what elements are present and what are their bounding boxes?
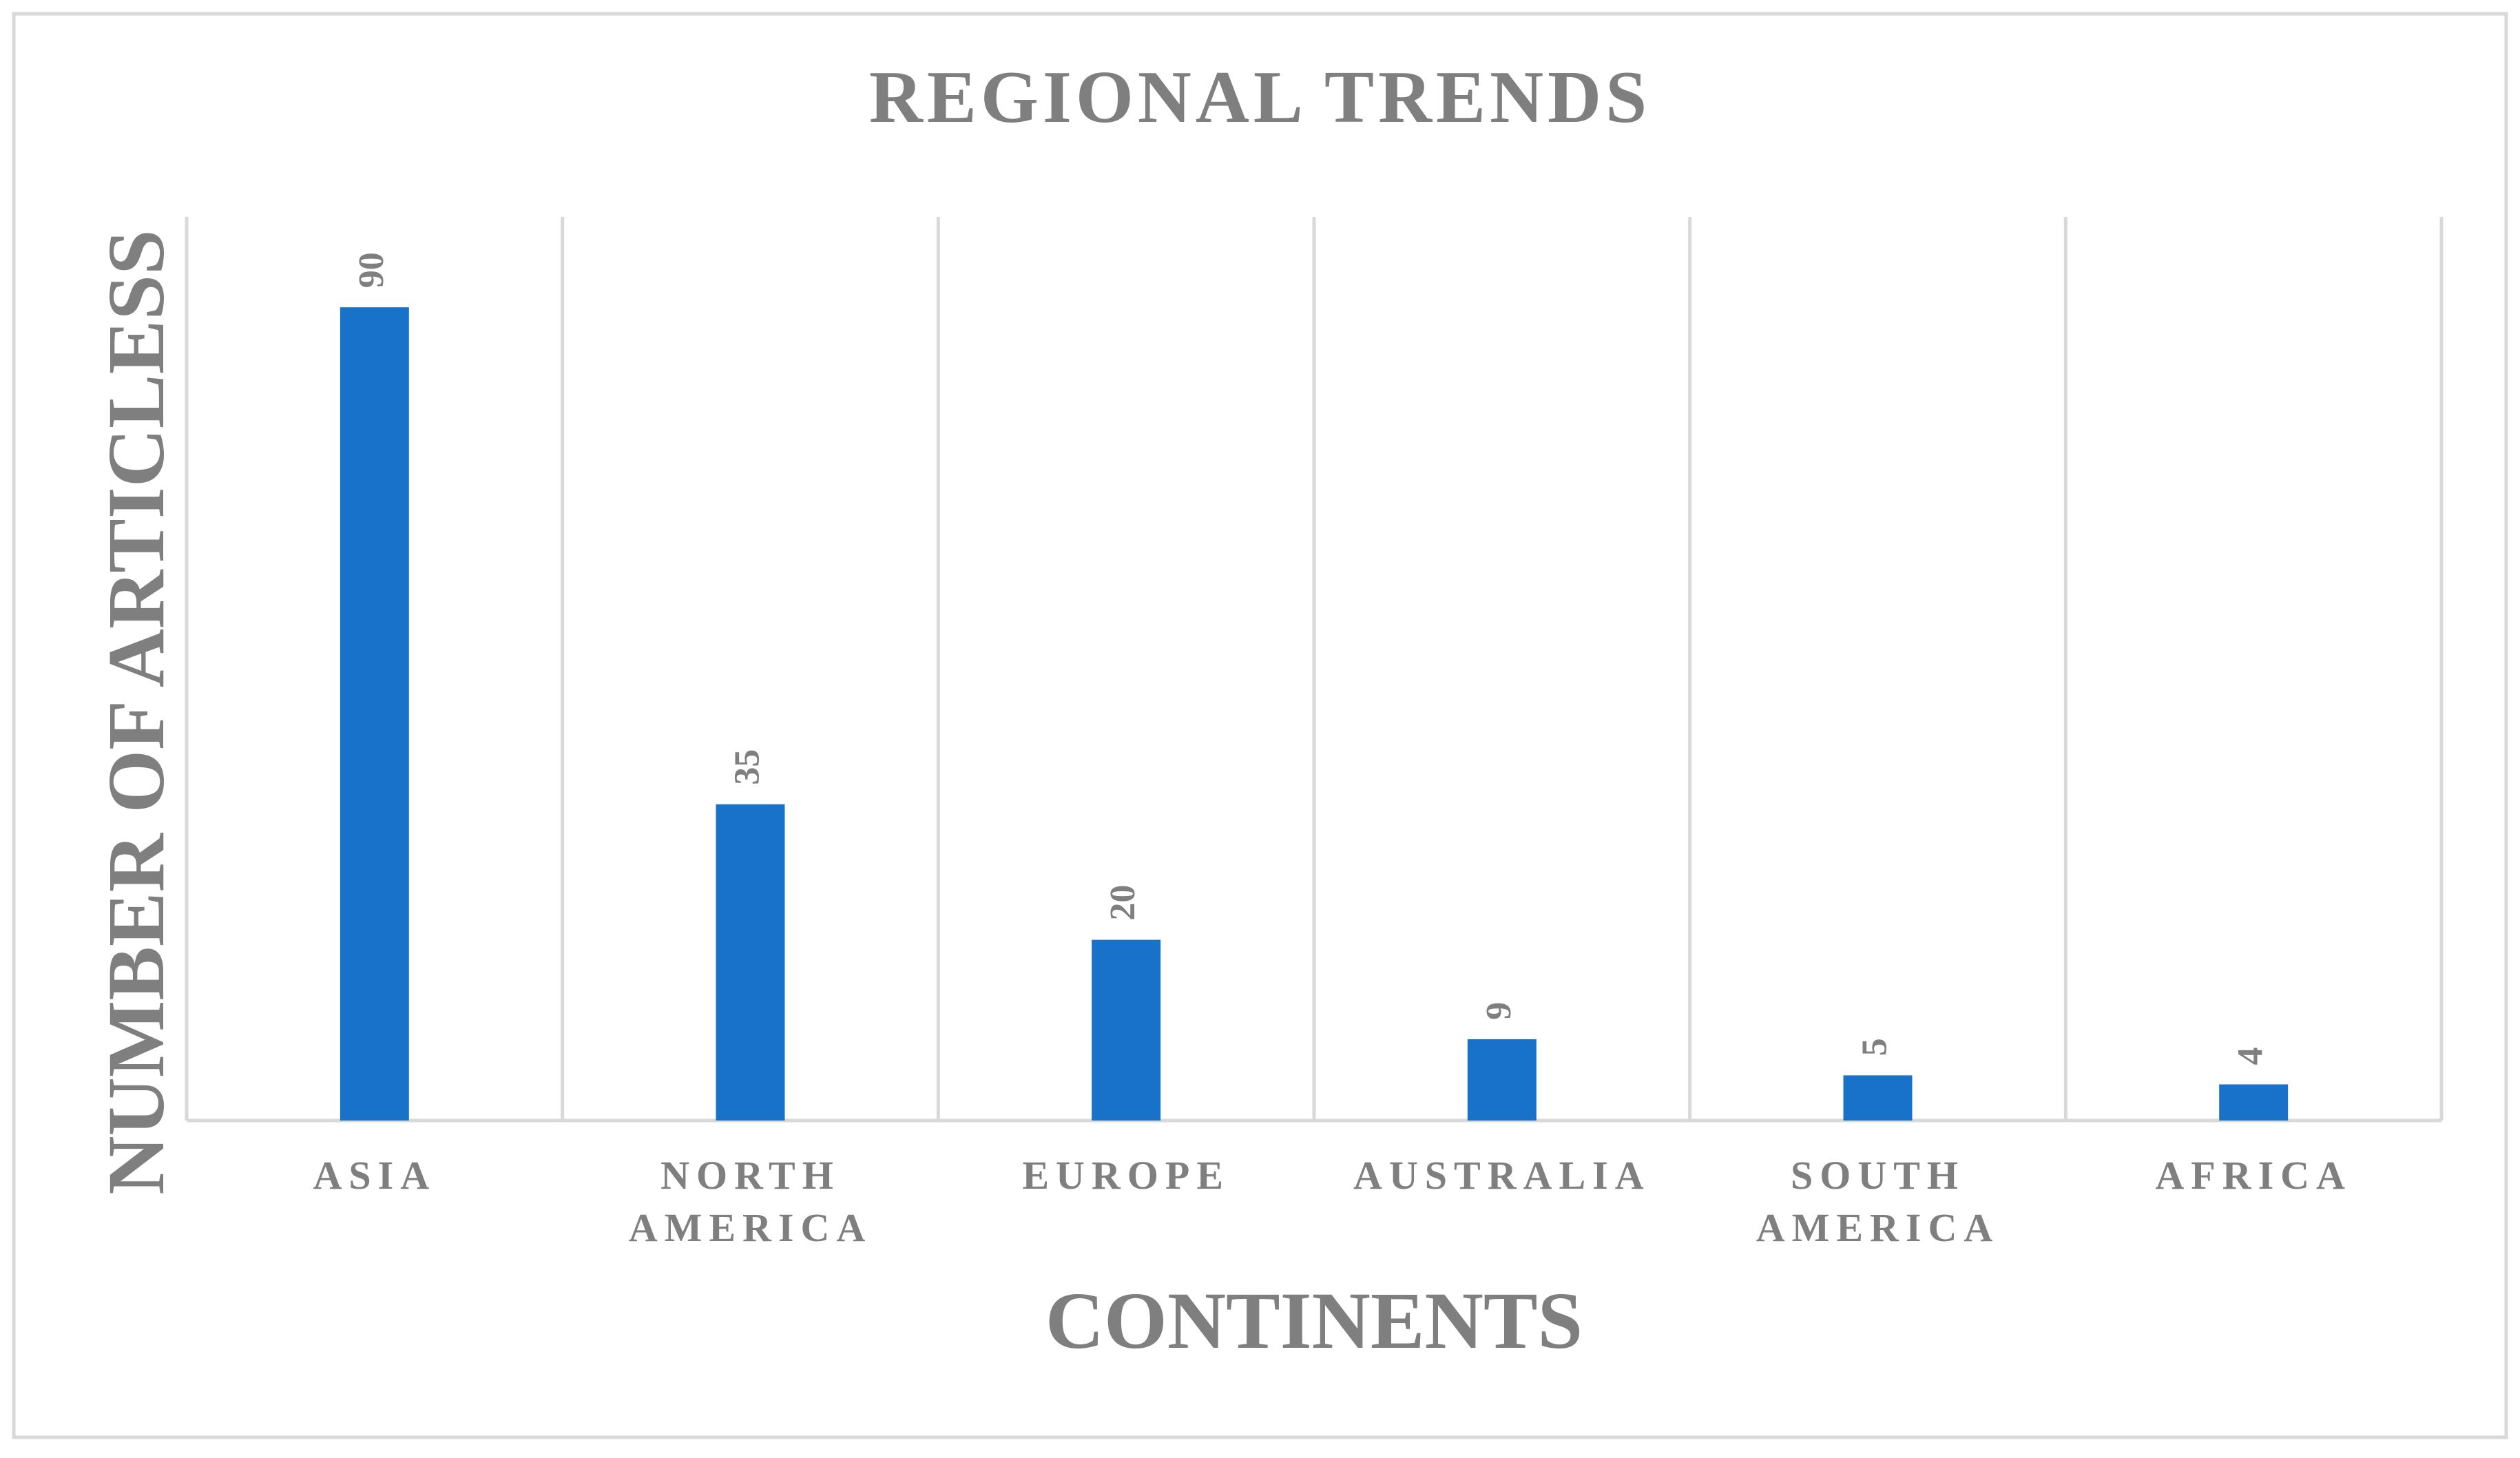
- bar: [1843, 1075, 1913, 1121]
- x-axis-label: CONTINENTS: [1045, 1275, 1583, 1366]
- bar: [2219, 1084, 2289, 1121]
- data-label: 35: [727, 749, 767, 785]
- x-tick-label: ASIA: [313, 1153, 437, 1198]
- y-axis-label: NUMBER OF ARTICLESS: [91, 229, 181, 1195]
- x-tick-label: NORTH AMERICA: [628, 1153, 873, 1250]
- data-label: 20: [1103, 885, 1143, 921]
- frame: [12, 12, 2508, 1439]
- x-tick-label: SOUTH AMERICA: [1756, 1153, 2000, 1250]
- bar: [1467, 1039, 1537, 1121]
- bar: [340, 307, 409, 1121]
- bar: [1092, 939, 1161, 1121]
- data-label: 9: [1479, 1002, 1519, 1020]
- x-tick-label: EUROPE: [1022, 1153, 1230, 1198]
- data-label: 5: [1855, 1038, 1894, 1056]
- data-label: 4: [2231, 1048, 2270, 1065]
- data-label: 90: [352, 252, 391, 288]
- bar: [716, 804, 785, 1121]
- chart-title: REGIONAL TRENDS: [868, 56, 1652, 138]
- x-tick-label: AUSTRALIA: [1353, 1153, 1651, 1198]
- x-tick-label: AFRICA: [2155, 1153, 2352, 1198]
